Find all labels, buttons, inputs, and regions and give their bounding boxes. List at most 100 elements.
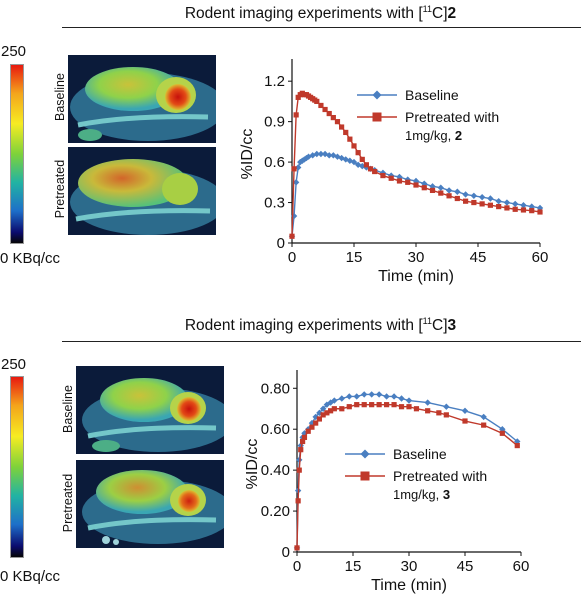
c2-baseline-point bbox=[319, 405, 327, 412]
c2-pretreated-point bbox=[295, 498, 301, 504]
c1-pretreated-point bbox=[388, 175, 394, 181]
c1-y-tick-label: 0.3 bbox=[264, 195, 285, 212]
panel-2-chart: 0 15 30 45 60 0 0.20 0.40 0.60 0.80 Time (min) %ID/… bbox=[244, 370, 529, 594]
c1-pretreated-point bbox=[380, 172, 386, 179]
panel-1-title-prefix: Rodent imaging experiments with [ bbox=[184, 5, 423, 23]
c1-baseline-point bbox=[503, 199, 511, 206]
c1-legend-baseline-marker bbox=[372, 90, 382, 100]
c2-pretreated-point bbox=[300, 438, 306, 445]
c2-baseline-point bbox=[312, 413, 319, 421]
panel-2-title-mid: C] bbox=[432, 317, 448, 335]
c1-pretreated-point bbox=[291, 166, 297, 172]
c2-pretreated-point bbox=[301, 434, 308, 440]
c2-pretreated-point bbox=[361, 402, 367, 408]
c2-pretreated-point bbox=[339, 406, 345, 412]
c1-pretreated-point bbox=[471, 199, 477, 206]
c1-baseline-point bbox=[536, 204, 544, 212]
c2-y-tick-label: 0.60 bbox=[261, 421, 290, 438]
c2-pretreated-point bbox=[324, 410, 330, 416]
c1-baseline-point bbox=[462, 191, 469, 198]
c2-legend-pretreated-text-1: Pretreated with bbox=[393, 468, 487, 484]
c2-pretreated-point bbox=[481, 422, 487, 428]
c1-baseline-point bbox=[528, 203, 535, 210]
c1-pretreated-point bbox=[363, 162, 369, 168]
c2-pretreated-point bbox=[369, 402, 375, 408]
panel-2-pretreated-scan-image bbox=[76, 460, 224, 548]
c2-baseline-point bbox=[353, 393, 360, 400]
c2-baseline-point bbox=[375, 391, 383, 398]
c2-legend-pretreated-text-2: 1mg/kg, 3 bbox=[393, 487, 450, 502]
c2-x-tick-label: 45 bbox=[457, 558, 474, 575]
c2-y-axis-label: %ID/cc bbox=[244, 439, 261, 490]
c1-baseline-point bbox=[326, 152, 333, 159]
c1-pretreated-point bbox=[289, 233, 295, 239]
panel-1-pretreated-label: Pretreated bbox=[53, 159, 67, 219]
c1-x-tick-label: 30 bbox=[408, 249, 425, 266]
c2-pretreated-point bbox=[514, 442, 520, 449]
c2-pretreated-point bbox=[384, 402, 390, 408]
c2-baseline-point bbox=[405, 397, 413, 404]
c1-pretreated-point bbox=[520, 207, 527, 213]
c2-baseline-point bbox=[390, 393, 398, 400]
panel-1-scale-max: 250 bbox=[1, 43, 27, 60]
c2-x-axis-label: Time (min) bbox=[371, 577, 447, 594]
c1-pretreated-point bbox=[314, 98, 320, 105]
c1-baseline-point bbox=[299, 157, 306, 164]
c2-pretreated-point bbox=[309, 424, 315, 430]
c1-pretreated-point bbox=[479, 201, 485, 207]
panel-1-scale-min: 0 KBq/cc bbox=[0, 250, 61, 267]
c1-baseline-point bbox=[350, 158, 358, 166]
c2-x-tick-label: 0 bbox=[293, 558, 301, 575]
c1-pretreated-point bbox=[372, 168, 378, 175]
panel-1-chart: 0 15 30 45 60 0 0.3 0.6 0.9 1.2 Time (min) %ID/cc Ba… bbox=[239, 59, 548, 285]
c1-pretreated-point bbox=[293, 112, 299, 118]
c2-pretreated-point bbox=[354, 402, 360, 408]
c1-baseline-point bbox=[495, 197, 502, 205]
c1-baseline-point bbox=[295, 164, 302, 171]
c1-pretreated-point bbox=[413, 182, 419, 188]
c1-pretreated-point bbox=[318, 102, 324, 109]
c2-x-tick-label: 15 bbox=[345, 558, 362, 575]
c1-y-axis-label: %ID/cc bbox=[239, 129, 256, 180]
c2-baseline-point bbox=[338, 395, 345, 402]
c1-baseline-point bbox=[354, 161, 362, 168]
c1-pretreated-point bbox=[351, 143, 357, 149]
c2-baseline-point bbox=[331, 397, 338, 404]
c1-y-tick-label: 0.9 bbox=[264, 114, 285, 131]
c1-pretreated-point bbox=[295, 94, 301, 100]
c2-pretreated-point bbox=[406, 404, 412, 410]
c2-pretreated-point bbox=[462, 418, 468, 424]
c2-pretreated-point bbox=[436, 410, 442, 416]
c2-pretreated-point bbox=[316, 416, 322, 422]
c1-baseline-point bbox=[317, 150, 325, 158]
c2-baseline-point bbox=[296, 456, 303, 464]
panel-2-title-sup: 11 bbox=[422, 316, 432, 326]
c2-baseline-point bbox=[316, 409, 323, 417]
c1-pretreated-point bbox=[355, 150, 361, 156]
c1-pretreated-point bbox=[343, 129, 349, 136]
c1-baseline-point bbox=[454, 188, 461, 195]
c2-pretreated-point bbox=[296, 467, 302, 473]
panel-1-baseline-label: Baseline bbox=[53, 73, 67, 121]
panel-1-title-sup: 11 bbox=[422, 4, 432, 14]
c1-pretreated-point bbox=[487, 202, 493, 208]
c1-pretreated-point bbox=[463, 198, 469, 204]
panel-2-scale-max: 250 bbox=[1, 356, 27, 373]
c1-pretreated-point bbox=[438, 190, 444, 196]
c1-pretreated-point bbox=[347, 136, 353, 142]
c1-baseline-point bbox=[520, 202, 527, 209]
panel-1-title: Rodent imaging experiments with [11C]2 bbox=[60, 4, 581, 23]
c1-pretreated-point bbox=[322, 106, 328, 113]
c1-pretreated-point bbox=[326, 110, 332, 117]
c2-y-tick-label: 0.40 bbox=[261, 462, 290, 479]
c2-baseline-point bbox=[361, 391, 368, 398]
c2-legend-pretreated-marker bbox=[360, 471, 370, 481]
c1-y-tick-label: 1.2 bbox=[264, 73, 285, 90]
panel-2-title-compound: 3 bbox=[447, 317, 457, 335]
c1-pretreated-point bbox=[429, 187, 436, 194]
c1-legend-pretreated-text-1: Pretreated with bbox=[405, 109, 499, 125]
c2-pretreated-point bbox=[376, 402, 382, 408]
c1-pretreated-point bbox=[421, 185, 427, 191]
c1-baseline-point bbox=[487, 195, 494, 202]
c1-pretreated-point bbox=[334, 119, 341, 125]
